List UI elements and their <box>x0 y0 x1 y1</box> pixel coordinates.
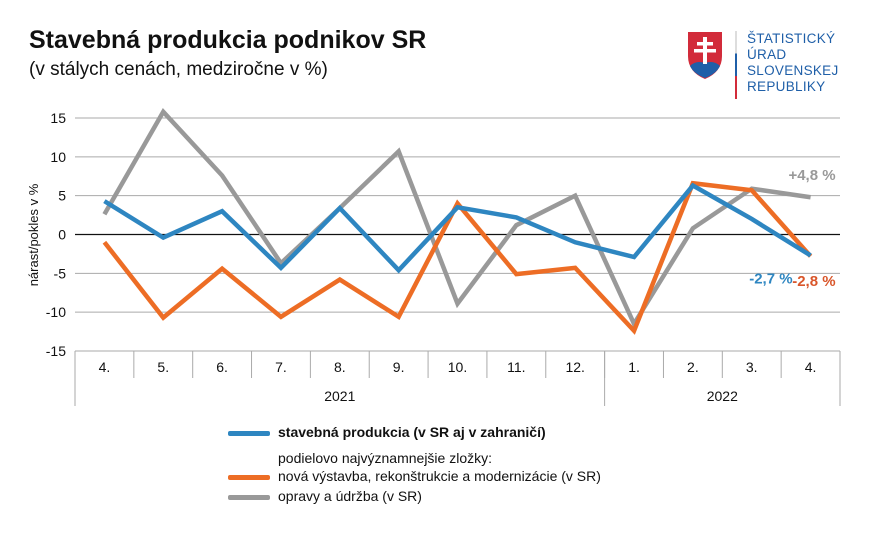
x-tick-label: 12. <box>565 359 584 375</box>
x-tick-label: 9. <box>393 359 405 375</box>
y-tick-label: -5 <box>54 265 67 281</box>
x-tick-label: 6. <box>216 359 228 375</box>
legend-subheading: podielovo najvýznamnejšie zložky: <box>278 450 492 466</box>
logo-divider <box>735 31 737 99</box>
legend-swatch-gray <box>228 495 270 500</box>
legend-swatch-orange <box>228 475 270 480</box>
end-value-label: +4,8 % <box>788 167 835 184</box>
x-tick-label: 7. <box>275 359 287 375</box>
line-chart: 15 10 5 0 -5 -10 -15 4. 5. 6. 7. 8. 9. 10. 11. 12. 1. 2. 3… <box>26 108 841 406</box>
x-tick-label: 11. <box>507 359 525 375</box>
x-tick-label: 2. <box>687 359 699 375</box>
page-subtitle: (v stálych cenách, medziročne v %) <box>29 59 328 80</box>
x-tick-label: 8. <box>334 359 346 375</box>
page-title: Stavebná produkcia podnikov SR <box>29 26 427 54</box>
y-tick-label: 5 <box>58 188 66 204</box>
legend-swatch-blue <box>228 431 270 436</box>
y-tick-label: -15 <box>46 343 66 359</box>
end-value-label: -2,8 % <box>792 273 835 290</box>
x-tick-label: 5. <box>157 359 169 375</box>
x-tick-label: 4. <box>805 359 817 375</box>
y-tick-label: -10 <box>46 304 66 320</box>
x-tick-label: 1. <box>628 359 640 375</box>
slovak-coat-of-arms-logo <box>688 32 722 79</box>
end-value-label: -2,7 % <box>749 270 792 287</box>
x-tick-label: 10. <box>448 359 467 375</box>
x-tick-label: 4. <box>99 359 111 375</box>
y-tick-label: 10 <box>50 149 66 165</box>
x-tick-label: 3. <box>746 359 758 375</box>
logo-text: ŠTATISTICKÝ ÚRAD SLOVENSKEJ REPUBLIKY <box>747 31 839 94</box>
y-tick-label: 0 <box>58 227 66 243</box>
series-line-0 <box>103 182 812 274</box>
y-tick-label: 15 <box>50 110 66 126</box>
x-year-label: 2021 <box>324 388 355 404</box>
x-year-label: 2022 <box>707 388 738 404</box>
series-line-2 <box>102 108 811 329</box>
y-axis-label: nárast/pokles v % <box>26 183 41 286</box>
